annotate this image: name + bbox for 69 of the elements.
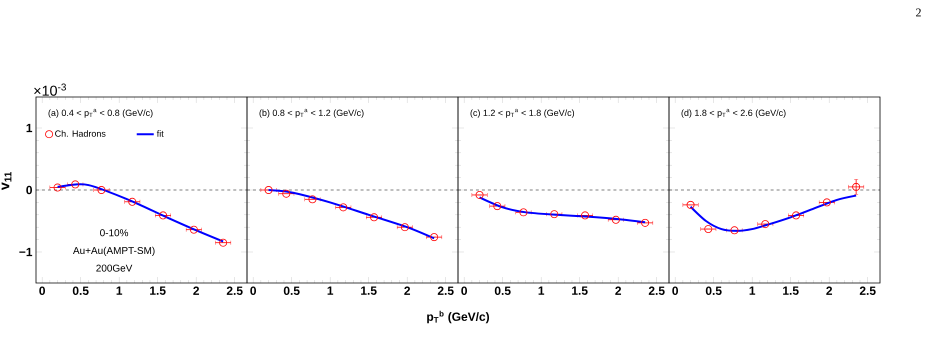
x-tick-label: 2.5 <box>226 286 243 295</box>
point <box>704 225 712 234</box>
point <box>308 195 316 204</box>
point <box>612 216 620 224</box>
point <box>686 200 695 209</box>
x-tick-label: 0 <box>39 286 45 295</box>
x-tick-label: 2.5 <box>648 286 665 295</box>
text: (d) 1.8 < p$_{T}$$^{a}$ < 2.6 (GeV/c) <box>682 108 786 118</box>
point <box>219 238 228 247</box>
y-tick-label: 1 <box>26 124 32 132</box>
point <box>792 211 800 220</box>
text: (a) 0.4 < p$_{T}$$^{a}$ < 0.8 (GeV/c) <box>48 108 153 118</box>
point <box>581 211 590 220</box>
point <box>822 198 831 206</box>
line-series <box>56 183 224 242</box>
point <box>190 226 198 234</box>
x-tick-label: 2 <box>404 286 410 295</box>
x-tick-label: 0.5 <box>72 286 89 295</box>
x-tick-label: 2.5 <box>438 286 454 295</box>
legend-label: Ch. Hadrons <box>55 130 106 137</box>
x-tick-label: 2 <box>615 286 622 295</box>
y-tick-label: −1 <box>19 248 32 256</box>
annotation: 200GeV <box>96 264 132 272</box>
x-tick-label: 0.5 <box>284 286 300 295</box>
x-tick-label: 2.5 <box>860 286 876 295</box>
point <box>159 211 168 220</box>
point <box>550 210 558 218</box>
x-tick-label: 2 <box>193 286 200 295</box>
point <box>519 208 528 216</box>
x-tick-label: 1.5 <box>150 286 166 295</box>
point <box>128 198 136 206</box>
text: ×10$^{-3}$ <box>34 84 66 96</box>
x-tick-label: 1 <box>750 286 756 295</box>
point <box>761 220 770 228</box>
annotation: 0-10% <box>100 229 128 236</box>
x-tick-label: 0.5 <box>706 286 722 295</box>
x-axis-title: p$_{T}$$^{b}$ (GeV/c) <box>427 310 490 324</box>
point <box>282 190 290 198</box>
point <box>493 202 502 210</box>
x-tick-label: 2 <box>826 286 832 295</box>
point <box>54 184 62 192</box>
x-tick-label: 1.5 <box>783 286 799 295</box>
x-tick-label: 0 <box>461 286 467 295</box>
point <box>264 186 273 194</box>
point <box>852 182 860 191</box>
x-tick-label: 1.5 <box>572 286 588 295</box>
x-tick-label: 1 <box>328 286 334 295</box>
point <box>476 190 484 199</box>
text: 2 <box>916 8 921 16</box>
point <box>97 186 106 194</box>
y-axis-title: v$_{11}$ <box>2 172 12 190</box>
point <box>400 223 409 232</box>
y-tick-label: 0 <box>26 186 32 194</box>
point <box>71 180 80 188</box>
point <box>430 233 438 242</box>
x-tick-label: 0 <box>250 286 256 295</box>
text: (c) 1.2 < p$_{T}$$^{a}$ < 1.8 (GeV/c) <box>470 108 574 118</box>
x-tick-label: 1 <box>538 286 544 295</box>
point <box>339 203 348 212</box>
x-tick-label: 0 <box>672 286 678 295</box>
x-tick-label: 1.5 <box>361 286 377 295</box>
text: (b) 0.8 < p$_{T}$$^{a}$ < 1.2 (GeV/c) <box>260 108 364 118</box>
point <box>370 213 378 222</box>
x-tick-label: 0.5 <box>494 286 511 295</box>
point <box>641 218 650 227</box>
legend-label: fit <box>156 130 164 137</box>
point <box>730 226 738 234</box>
x-tick-label: 1 <box>116 286 122 295</box>
annotation: Au+Au(AMPT-SM) <box>72 246 155 256</box>
